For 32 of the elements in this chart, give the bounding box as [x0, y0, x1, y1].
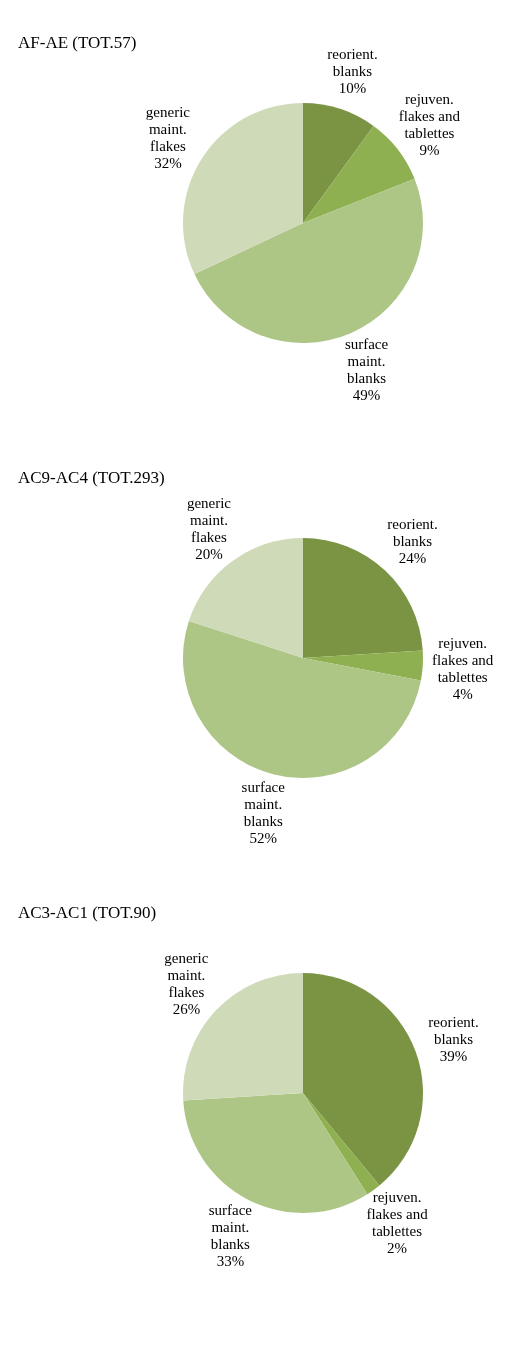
- data-label: 24%: [398, 550, 427, 567]
- pie-slice: [303, 973, 423, 1186]
- data-label: 39%: [439, 1047, 468, 1064]
- pie-slice: [303, 650, 423, 681]
- chart-title: AC9-AC4 (TOT.293): [18, 468, 165, 487]
- slice-label: surface maint. blanks: [208, 1202, 253, 1253]
- slice-label: rejuven. flakes and tablettes: [366, 1188, 429, 1239]
- slice-label: reorient. blanks: [428, 1013, 479, 1047]
- data-label: 52%: [249, 830, 277, 847]
- data-label: 49%: [352, 387, 381, 404]
- slice-label: reorient. blanks: [327, 45, 378, 79]
- slice-label: generic maint. flakes: [164, 949, 209, 1000]
- data-label: 4%: [452, 685, 473, 702]
- data-label: 9%: [419, 142, 440, 159]
- chart-title: AC3-AC1 (TOT.90): [18, 903, 157, 922]
- slice-label: surface maint. blanks: [344, 336, 389, 387]
- data-label: 20%: [195, 546, 223, 563]
- data-label: 33%: [216, 1253, 245, 1270]
- slice-label: rejuven. flakes and tablettes: [398, 91, 461, 142]
- chart-title: AF-AE (TOT.57): [18, 33, 137, 52]
- pie-slice: [303, 103, 374, 223]
- data-label: 2%: [387, 1239, 408, 1256]
- slice-label: generic maint. flakes: [186, 495, 232, 546]
- pie-slice: [183, 620, 421, 778]
- slice-label: generic maint. flakes: [145, 103, 191, 154]
- pie-slice: [183, 1093, 368, 1213]
- slice-label: reorient. blanks: [387, 516, 438, 550]
- data-label: 26%: [172, 1000, 201, 1017]
- slice-label: surface maint. blanks: [241, 779, 286, 830]
- data-label: 32%: [154, 154, 182, 171]
- slice-label: rejuven. flakes and tablettes: [432, 634, 494, 685]
- data-label: 10%: [338, 79, 367, 96]
